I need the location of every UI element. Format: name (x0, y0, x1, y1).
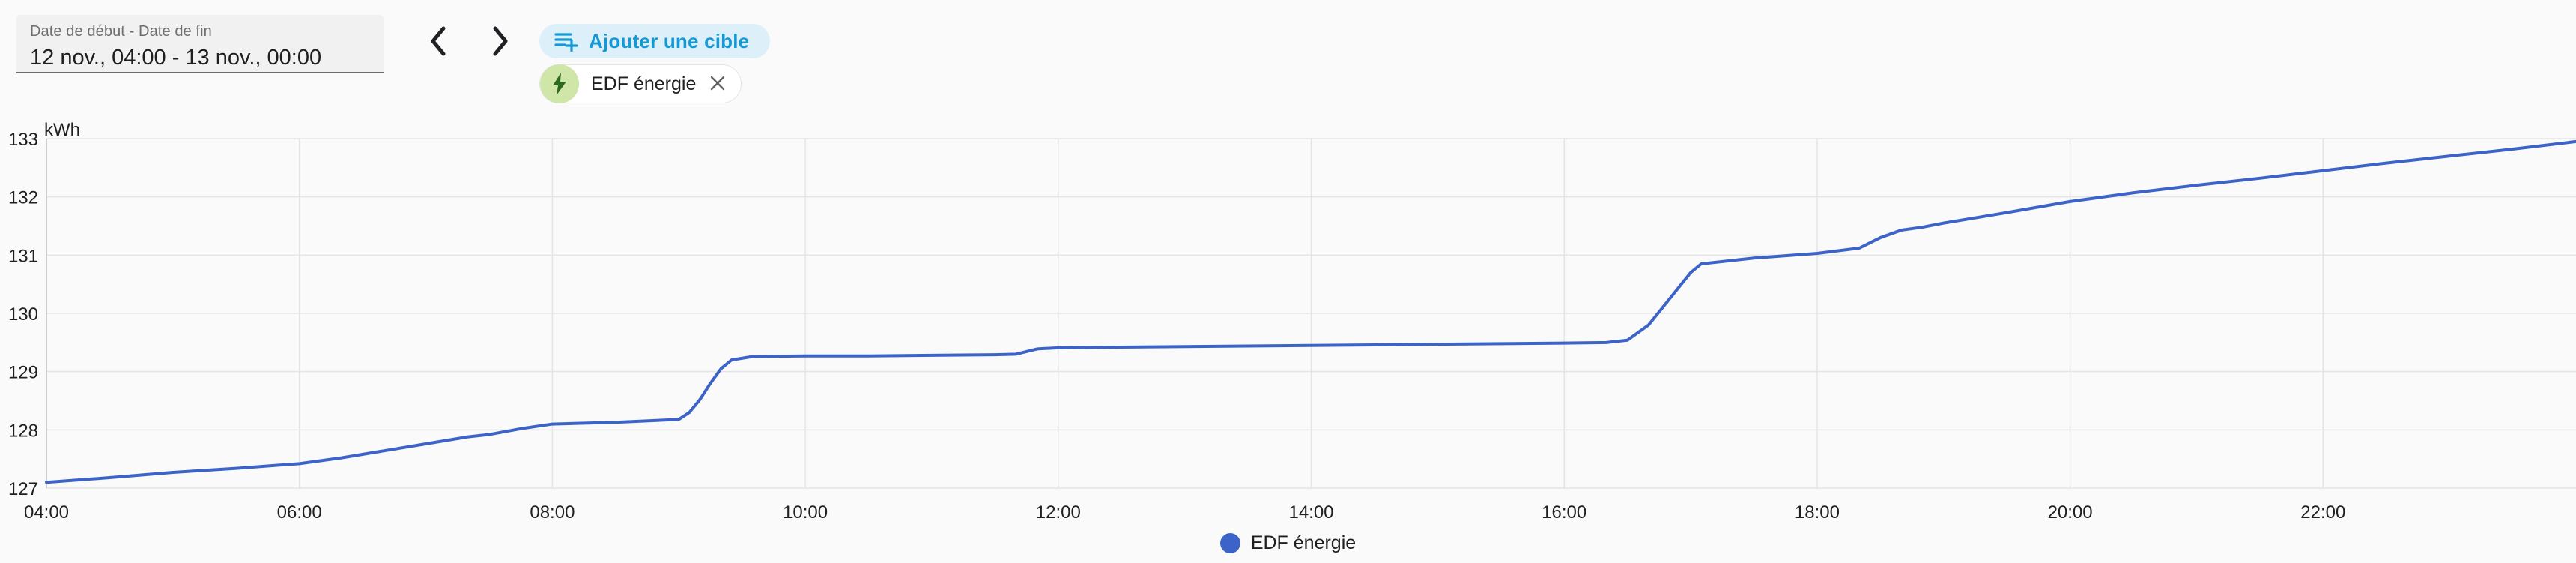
playlist-add-icon (554, 31, 578, 52)
target-chip-label: EDF énergie (591, 73, 697, 94)
svg-text:16:00: 16:00 (1542, 502, 1586, 523)
chart-toolbar: Date de début - Date de fin 12 nov., 04:… (0, 0, 2576, 112)
target-chip-edf[interactable]: EDF énergie (539, 64, 742, 103)
add-target-label: Ajouter une cible (589, 29, 750, 52)
svg-text:133: 133 (8, 130, 38, 150)
svg-text:130: 130 (8, 304, 38, 325)
svg-text:22:00: 22:00 (2300, 502, 2345, 523)
add-target-button[interactable]: Ajouter une cible (539, 24, 771, 58)
svg-text:10:00: 10:00 (783, 502, 828, 523)
next-period-button[interactable] (483, 24, 518, 58)
chevron-left-icon (428, 25, 448, 57)
date-range-label: Date de début - Date de fin (30, 23, 212, 40)
svg-text:06:00: 06:00 (277, 502, 322, 523)
legend-label: EDF énergie (1250, 532, 1357, 553)
svg-text:132: 132 (8, 188, 38, 208)
svg-text:18:00: 18:00 (1795, 502, 1840, 523)
legend-color-swatch (1219, 533, 1240, 553)
svg-text:128: 128 (8, 421, 38, 441)
chart-legend: EDF énergie (0, 532, 2576, 554)
close-icon (709, 75, 726, 94)
energy-line-chart[interactable]: kWh 127 128 129 130 131 132 133 04:00 06:00 08:00… (0, 112, 2576, 563)
svg-text:08:00: 08:00 (530, 502, 575, 523)
svg-text:12:00: 12:00 (1036, 502, 1081, 523)
svg-text:14:00: 14:00 (1288, 502, 1333, 523)
date-range-field[interactable]: Date de début - Date de fin 12 nov., 04:… (16, 15, 384, 73)
remove-target-button[interactable] (706, 73, 729, 95)
bolt-icon (540, 64, 579, 103)
svg-text:04:00: 04:00 (24, 502, 69, 523)
chart-plot-area[interactable]: 127 128 129 130 131 132 133 04:00 06:00 08:00 10:0… (0, 112, 2576, 532)
date-range-value: 12 nov., 04:00 - 13 nov., 00:00 (30, 46, 322, 70)
previous-period-button[interactable] (421, 24, 455, 58)
svg-text:131: 131 (8, 246, 38, 266)
svg-text:129: 129 (8, 363, 38, 383)
svg-text:127: 127 (8, 479, 38, 499)
chevron-right-icon (491, 25, 510, 57)
svg-text:20:00: 20:00 (2048, 502, 2093, 523)
y-axis-unit-label: kWh (44, 120, 80, 140)
